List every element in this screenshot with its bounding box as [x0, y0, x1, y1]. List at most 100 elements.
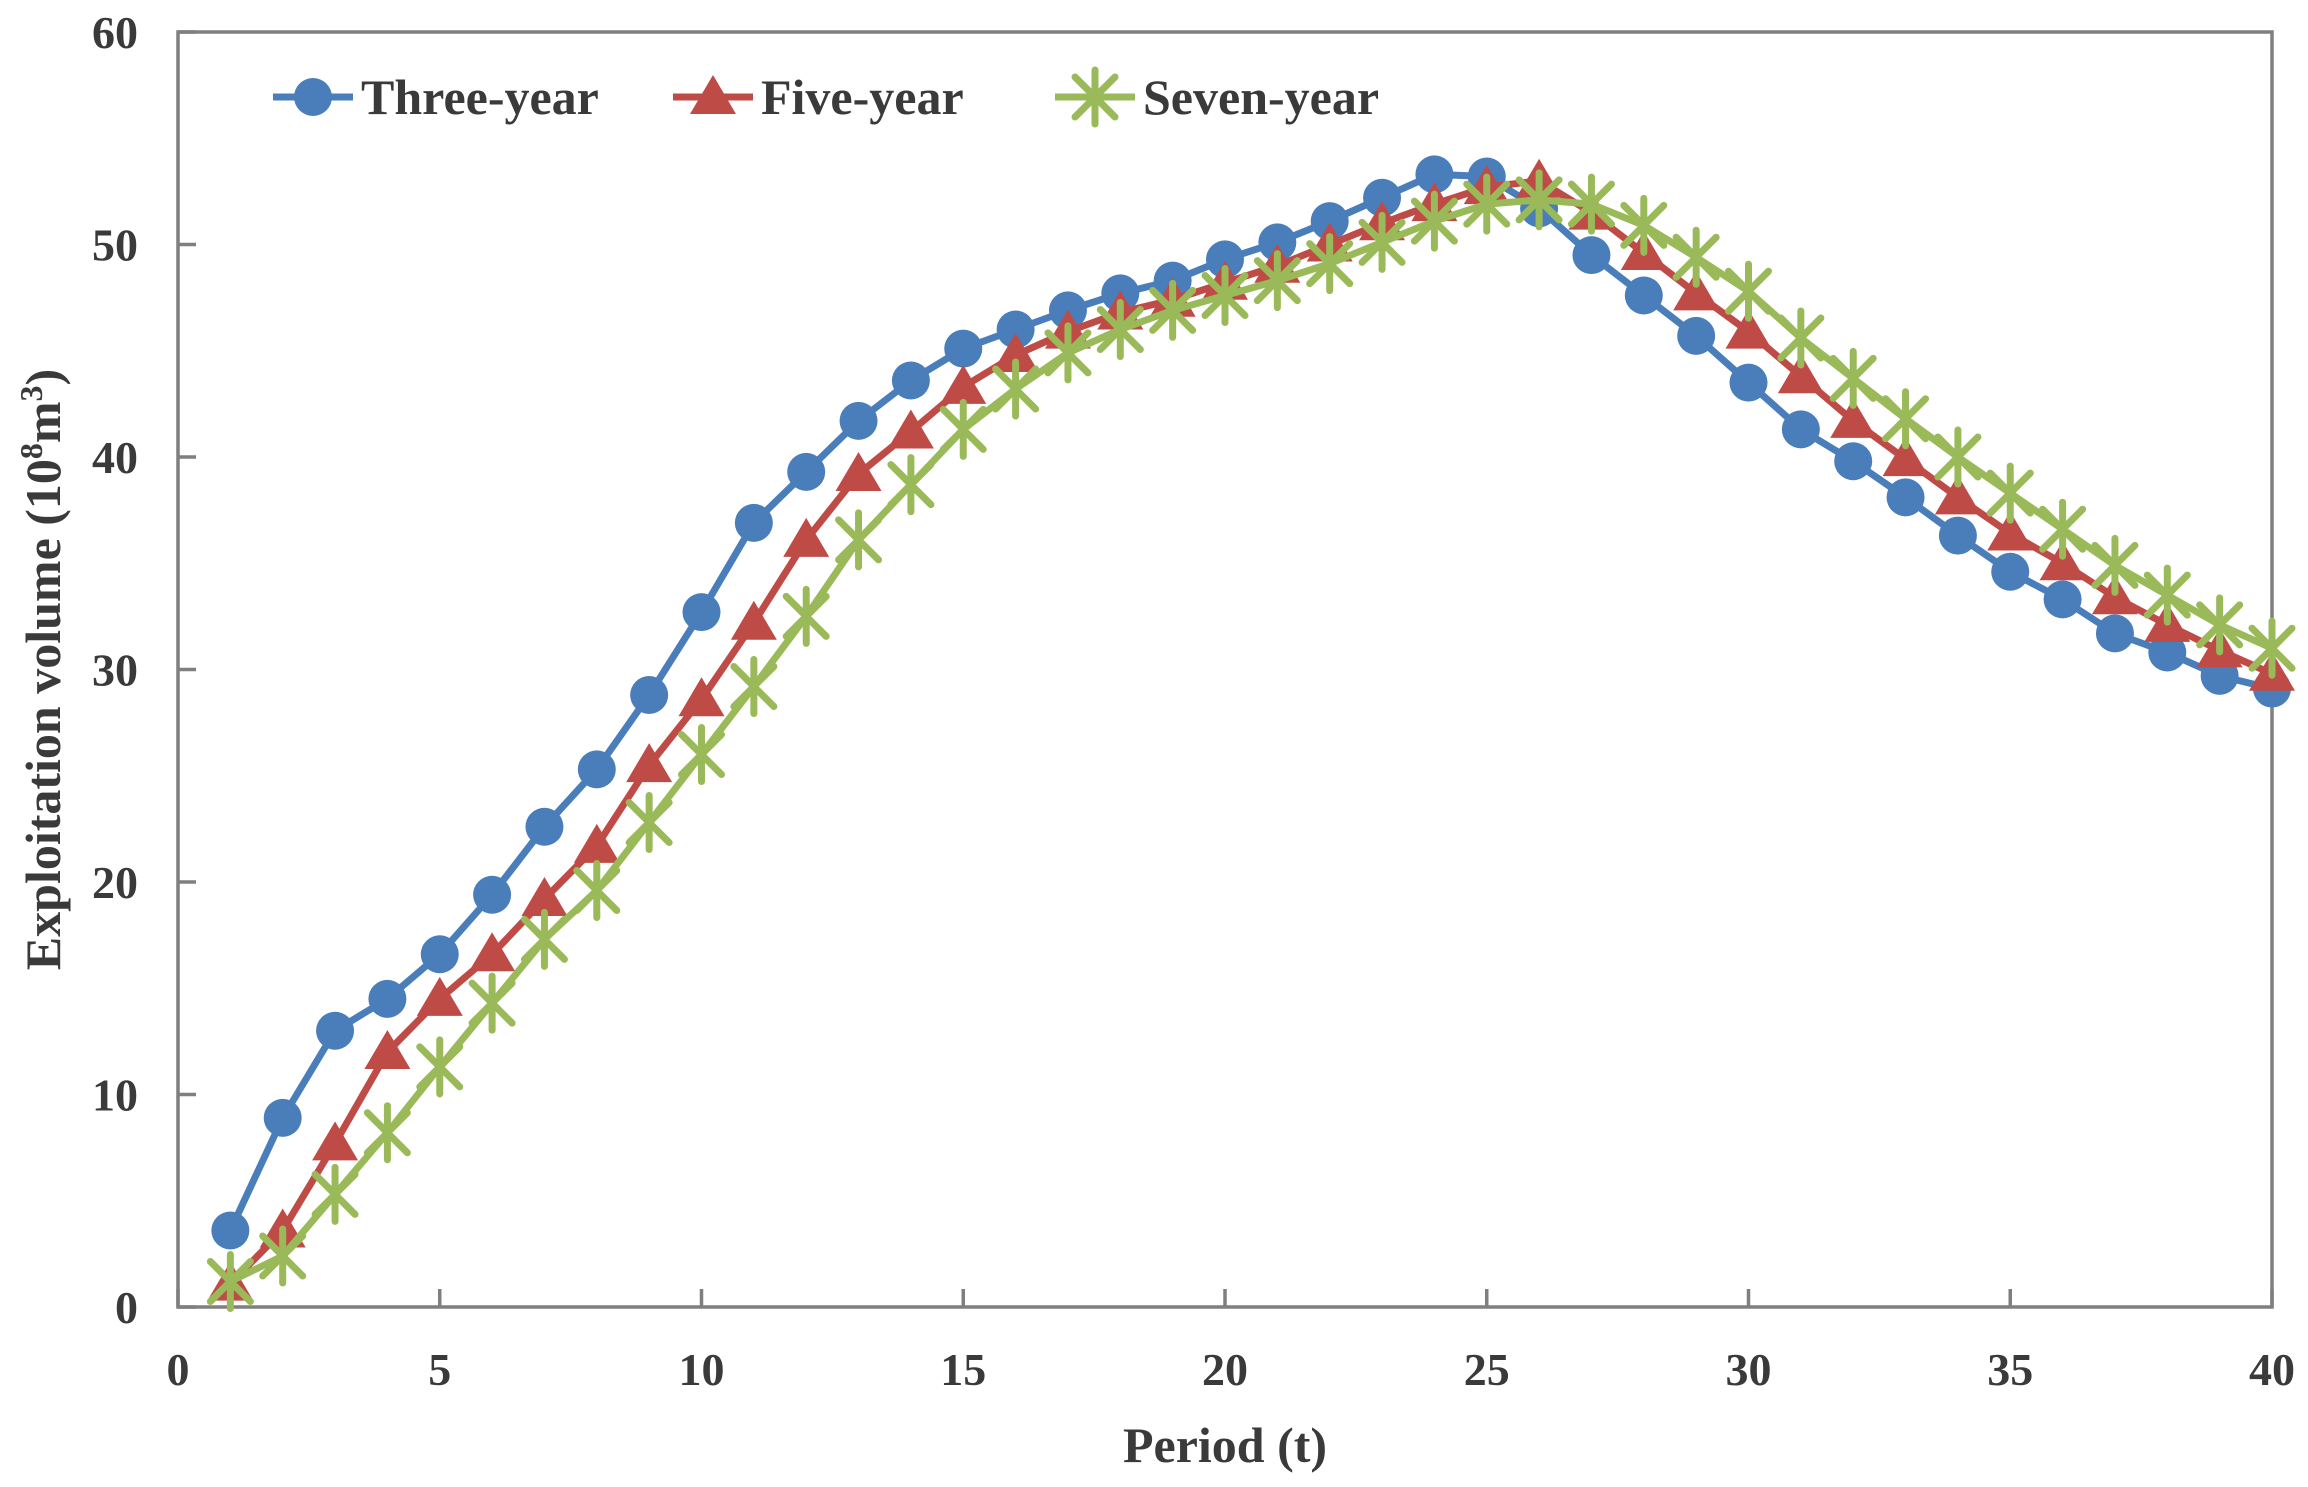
asterisk-stroke [1463, 180, 1511, 228]
circle-marker [577, 750, 616, 789]
asterisk-marker [1096, 299, 1144, 360]
asterisk-marker [1986, 462, 2034, 524]
asterisk-marker [2039, 498, 2087, 560]
asterisk-marker [1882, 388, 1930, 450]
circle-marker [839, 401, 878, 440]
asterisk-stroke [1725, 267, 1772, 315]
circle-marker [1781, 410, 1820, 449]
x-tick-label: 20 [1202, 1344, 1248, 1395]
y-tick-label: 20 [92, 857, 138, 908]
asterisk-marker [2091, 534, 2139, 596]
asterisk-marker [1044, 322, 1092, 384]
asterisk-marker [311, 1163, 359, 1225]
triangle-marker [626, 743, 673, 783]
circle-marker [263, 1098, 302, 1137]
asterisk-marker [678, 724, 725, 785]
asterisk-marker [1829, 347, 1877, 409]
triangle-marker [521, 877, 568, 916]
circle-marker [996, 310, 1035, 349]
plot-area-border [176, 30, 2274, 1309]
triangle-marker [469, 932, 516, 972]
asterisk-stroke [1253, 257, 1301, 305]
triangle-marker [2039, 541, 2086, 581]
asterisk-stroke [939, 405, 987, 453]
triangle-marker [312, 1121, 359, 1161]
asterisk-marker [939, 398, 987, 460]
triangle-marker [1830, 398, 1877, 438]
circle-marker [2095, 614, 2134, 653]
asterisk-stroke [1096, 306, 1144, 353]
asterisk-marker [730, 656, 778, 717]
circle-marker [1677, 316, 1716, 355]
asterisk-marker [1358, 211, 1406, 273]
asterisk-stroke [730, 663, 778, 710]
triangle-marker [835, 452, 882, 491]
asterisk-stroke [1672, 233, 1720, 281]
asterisk-stroke [1882, 395, 1930, 443]
asterisk-stroke [416, 1043, 464, 1091]
asterisk-stroke [1201, 272, 1249, 319]
circle-marker [682, 593, 721, 632]
asterisk-stroke [311, 1170, 359, 1218]
asterisk-stroke [1986, 469, 2034, 517]
triangle-marker [940, 364, 987, 404]
asterisk-stroke [1567, 180, 1615, 228]
asterisk-stroke [1071, 73, 1119, 121]
asterisk-stroke [1829, 354, 1877, 402]
legend-label: Three-year [361, 69, 599, 125]
circle-marker [211, 1211, 250, 1250]
asterisk-marker [1672, 226, 1720, 288]
series-line [228, 196, 2274, 1285]
asterisk-marker [992, 358, 1040, 420]
legend-label: Seven-year [1143, 69, 1379, 125]
asterisk-stroke [992, 365, 1040, 413]
triangle-marker [1725, 309, 1772, 349]
x-tick-label: 35 [1987, 1344, 2033, 1395]
asterisk-stroke [782, 592, 830, 640]
asterisk-stroke [678, 731, 725, 778]
triangle-marker [783, 517, 830, 557]
triangle-marker [887, 409, 934, 449]
circle-marker [1363, 178, 1402, 217]
asterisk-stroke [520, 915, 568, 963]
y-tick-label: 10 [92, 1070, 138, 1121]
asterisk-stroke [1620, 201, 1668, 249]
circle-marker [420, 935, 459, 974]
legend-label: Five-year [761, 69, 964, 125]
asterisk-marker [1306, 233, 1354, 295]
circle-marker [1206, 240, 1244, 279]
y-tick-label: 0 [115, 1282, 138, 1333]
asterisk-marker [206, 1251, 254, 1312]
series-seven-year [206, 169, 2296, 1312]
circle-marker [1991, 552, 2030, 591]
asterisk-marker [1567, 173, 1615, 235]
legend-item-seven-year: Seven-year [1055, 66, 1379, 128]
triangle-marker [1934, 475, 1981, 515]
asterisk-marker [1201, 265, 1249, 326]
asterisk-marker [1515, 169, 1563, 231]
circle-marker [1938, 516, 1977, 555]
asterisk-stroke [259, 1232, 307, 1280]
asterisk-marker [2248, 617, 2296, 679]
asterisk-marker [1071, 66, 1119, 128]
legend-item-three-year: Three-year [273, 69, 599, 125]
series-line [227, 170, 2273, 1232]
y-tick-label: 50 [92, 220, 138, 271]
triangle-marker [1987, 511, 2034, 551]
series-line [227, 177, 2274, 1287]
x-tick-label: 0 [167, 1344, 190, 1395]
circle-marker [1572, 236, 1611, 275]
series-three-year [211, 155, 2291, 1250]
asterisk-stroke [2248, 624, 2296, 672]
circle-marker [525, 807, 564, 846]
triangle-marker [1777, 354, 1824, 394]
x-tick-label: 25 [1464, 1344, 1510, 1395]
circle-marker [944, 329, 983, 368]
circle-marker [1886, 478, 1925, 517]
asterisk-stroke [363, 1109, 411, 1157]
circle-marker [1834, 442, 1873, 481]
circle-marker [1258, 223, 1297, 262]
triangle-marker [573, 823, 620, 863]
x-tick-label: 30 [1726, 1344, 1772, 1395]
